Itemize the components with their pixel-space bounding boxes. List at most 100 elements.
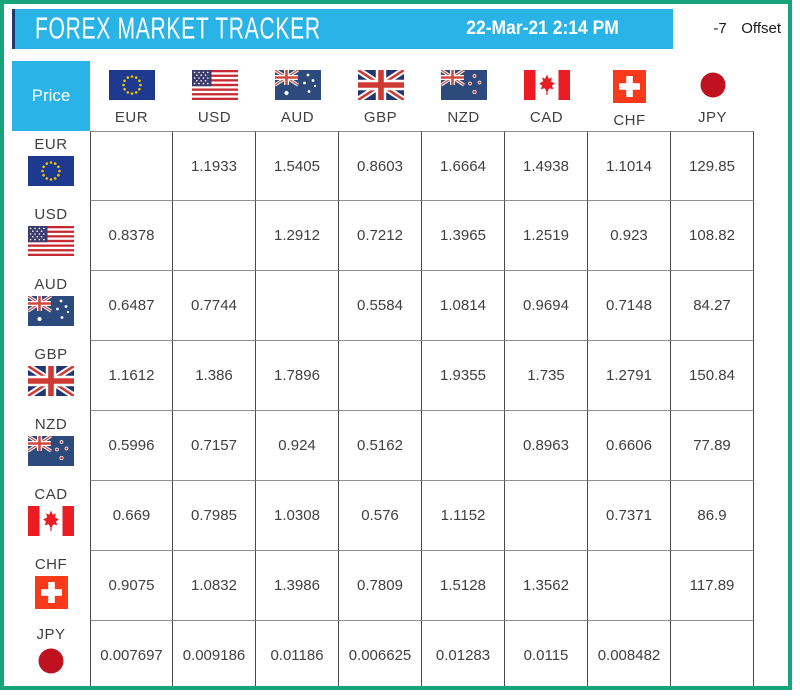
page-title: FOREX MARKET TRACKER <box>35 10 321 46</box>
rate-cell: 0.5996 <box>90 411 173 481</box>
currency-code: JPY <box>36 626 66 643</box>
rates-table: Price EUR USD AUD GBP <box>12 61 754 686</box>
column-header-eur: EUR <box>90 61 173 131</box>
column-header-jpy: JPY <box>671 61 754 131</box>
rate-cell: 1.1014 <box>588 131 671 201</box>
rate-cell: 1.6664 <box>422 131 505 201</box>
rate-cell: 0.7212 <box>339 201 422 271</box>
column-header-usd: USD <box>173 61 256 131</box>
row-header-chf: CHF <box>12 551 90 621</box>
uk-flag-icon <box>28 366 74 396</box>
switzerland-flag-icon <box>613 70 646 103</box>
rate-cell: 0.8378 <box>90 201 173 271</box>
currency-code: NZD <box>34 416 68 433</box>
rate-cell: 0.9694 <box>505 271 588 341</box>
rate-cell <box>339 341 422 411</box>
datetime-label: 22-Mar-21 2:14 PM <box>466 18 619 39</box>
switzerland-flag-icon <box>34 576 68 609</box>
title-bar: FOREX MARKET TRACKER 22-Mar-21 2:14 PM <box>12 9 673 49</box>
rate-cell: 1.5128 <box>422 551 505 621</box>
australia-flag-icon <box>274 70 321 100</box>
column-header-nzd: NZD <box>422 61 505 131</box>
offset-value-field[interactable]: -7 <box>713 20 727 37</box>
currency-code: CAD <box>529 109 564 126</box>
rate-cell: 0.923 <box>588 201 671 271</box>
rate-cell: 0.0115 <box>505 621 588 686</box>
us-flag-icon <box>191 70 238 100</box>
rate-cell: 1.0308 <box>256 481 339 551</box>
rate-cell: 1.3986 <box>256 551 339 621</box>
currency-code: GBP <box>363 109 398 126</box>
header-row: Price EUR USD AUD GBP <box>12 61 754 131</box>
rate-cell: 77.89 <box>671 411 754 481</box>
rate-cell <box>173 201 256 271</box>
us-flag-icon <box>28 226 74 256</box>
rate-cell: 1.0814 <box>422 271 505 341</box>
rate-cell: 1.3965 <box>422 201 505 271</box>
row-header-usd: USD <box>12 201 90 271</box>
table-row-aud: AUD 0.6487 0.7744 0.5584 1.0814 0.9694 0… <box>12 271 754 341</box>
rate-cell: 0.8603 <box>339 131 422 201</box>
currency-code: JPY <box>697 109 727 126</box>
rate-cell: 1.4938 <box>505 131 588 201</box>
row-header-nzd: NZD <box>12 411 90 481</box>
japan-flag-icon <box>36 646 66 676</box>
rate-cell: 129.85 <box>671 131 754 201</box>
column-header-aud: AUD <box>256 61 339 131</box>
rate-cell: 0.6487 <box>90 271 173 341</box>
rate-cell: 150.84 <box>671 341 754 411</box>
table-row-jpy: JPY 0.007697 0.009186 0.01186 0.006625 0… <box>12 621 754 686</box>
rate-cell: 0.5162 <box>339 411 422 481</box>
rate-cell: 1.9355 <box>422 341 505 411</box>
price-corner-cell: Price <box>12 61 90 131</box>
currency-code: AUD <box>34 276 68 293</box>
currency-code: CHF <box>34 556 68 573</box>
canada-flag-icon <box>28 506 74 536</box>
rate-cell: 0.924 <box>256 411 339 481</box>
rate-cell: 0.669 <box>90 481 173 551</box>
rate-cell: 0.576 <box>339 481 422 551</box>
rate-cell: 0.008482 <box>588 621 671 686</box>
rate-cell: 0.7744 <box>173 271 256 341</box>
rate-cell: 1.2912 <box>256 201 339 271</box>
new-zealand-flag-icon <box>440 70 487 100</box>
rate-cell <box>422 411 505 481</box>
rate-cell: 1.735 <box>505 341 588 411</box>
rate-cell: 1.7896 <box>256 341 339 411</box>
currency-code: USD <box>197 109 232 126</box>
row-header-cad: CAD <box>12 481 90 551</box>
table-row-gbp: GBP 1.1612 1.386 1.7896 1.9355 1.735 1.2… <box>12 341 754 411</box>
rate-cell: 0.7985 <box>173 481 256 551</box>
table-row-chf: CHF 0.9075 1.0832 1.3986 0.7809 1.5128 1… <box>12 551 754 621</box>
uk-flag-icon <box>357 70 404 100</box>
currency-code: EUR <box>114 109 149 126</box>
rate-cell: 1.2519 <box>505 201 588 271</box>
table-row-cad: CAD 0.669 0.7985 1.0308 0.576 1.1152 0.7… <box>12 481 754 551</box>
rate-cell: 1.3562 <box>505 551 588 621</box>
rate-cell: 1.0832 <box>173 551 256 621</box>
rate-cell: 0.01186 <box>256 621 339 686</box>
table-row-eur: EUR 1.1933 1.5405 0.8603 1.6664 1.4938 1… <box>12 131 754 201</box>
rate-cell <box>505 481 588 551</box>
australia-flag-icon <box>28 296 74 326</box>
app-window: FOREX MARKET TRACKER 22-Mar-21 2:14 PM -… <box>0 0 792 690</box>
eu-flag-icon <box>108 70 155 100</box>
rate-cell: 0.7371 <box>588 481 671 551</box>
eu-flag-icon <box>28 156 74 186</box>
new-zealand-flag-icon <box>28 436 74 466</box>
currency-code: GBP <box>34 346 68 363</box>
row-header-jpy: JPY <box>12 621 90 686</box>
column-header-gbp: GBP <box>339 61 422 131</box>
rate-cell: 84.27 <box>671 271 754 341</box>
rate-cell: 0.7148 <box>588 271 671 341</box>
rate-cell: 1.1152 <box>422 481 505 551</box>
table-row-usd: USD 0.8378 1.2912 0.7212 1.3965 1.2519 0… <box>12 201 754 271</box>
currency-code: USD <box>34 206 68 223</box>
row-header-eur: EUR <box>12 131 90 201</box>
rate-cell <box>90 131 173 201</box>
column-header-chf: CHF <box>588 61 671 131</box>
rate-cell <box>671 621 754 686</box>
rate-cell: 0.01283 <box>422 621 505 686</box>
japan-flag-icon <box>698 70 728 100</box>
rate-cell: 0.7157 <box>173 411 256 481</box>
